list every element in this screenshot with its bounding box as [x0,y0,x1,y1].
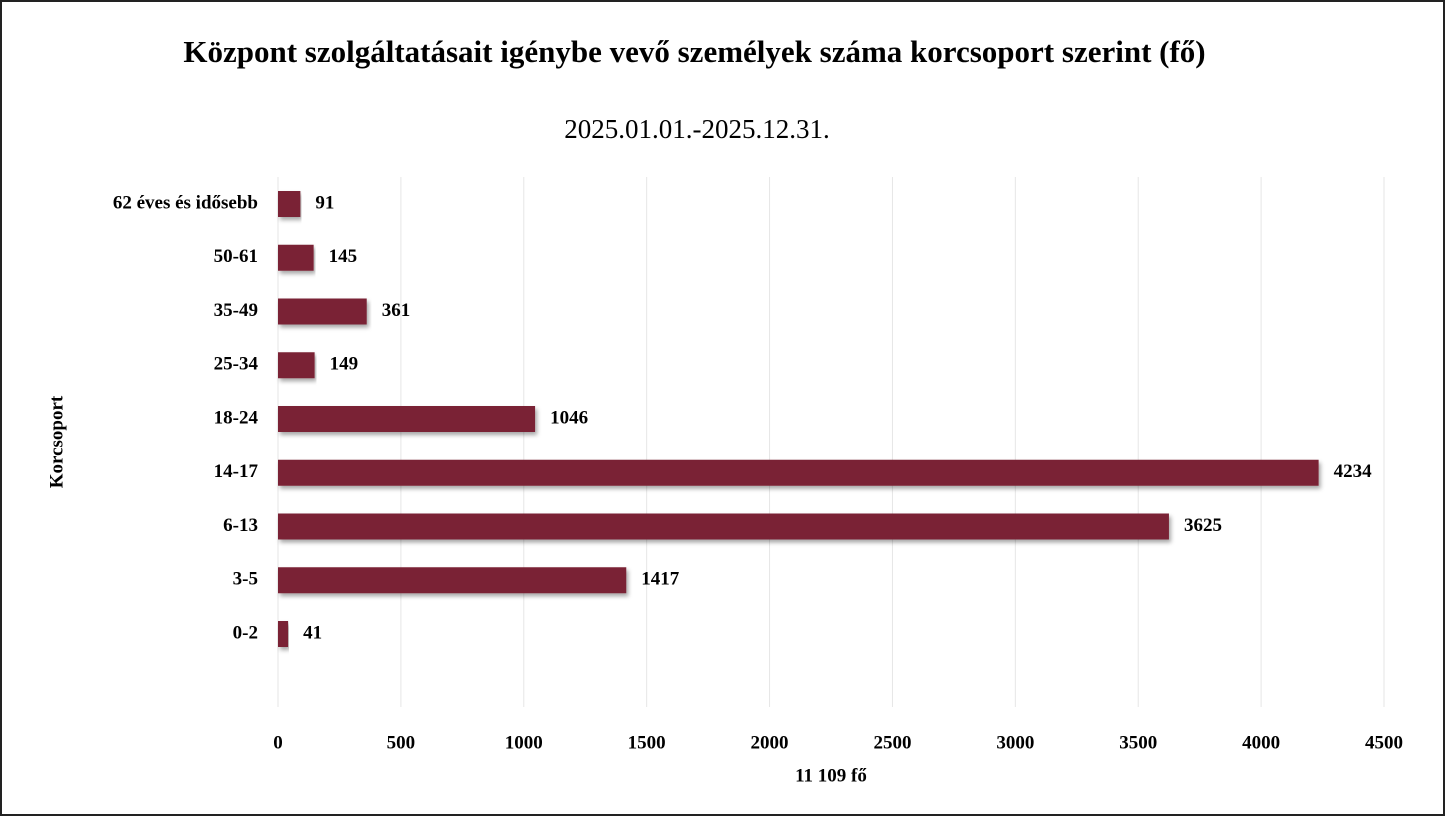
y-tick-label: 6-13 [223,515,258,536]
x-tick-label: 1500 [628,732,666,753]
bar [278,298,367,325]
y-tick-label: 14-17 [214,461,259,482]
data-label: 1417 [641,569,680,590]
bar [278,513,1169,540]
bar [278,244,314,271]
y-tick-label: 35-49 [214,300,258,321]
x-axis-label: 11 109 fő [795,765,867,786]
y-tick-label: 0-2 [233,622,258,643]
x-tick-label: 3000 [996,732,1034,753]
data-label: 91 [315,192,334,213]
y-tick-label: 18-24 [214,407,259,428]
chart-title: Központ szolgáltatásait igénybe vevő sze… [183,34,1206,69]
chart-subtitle: 2025.01.01.-2025.12.31. [564,114,830,144]
x-tick-label: 500 [387,732,416,753]
bar [278,459,1319,486]
y-tick-label: 50-61 [214,246,258,267]
bar [278,567,627,594]
y-axis-label: Korcsoport [46,395,67,488]
y-tick-label: 62 éves és idősebb [113,192,258,213]
x-tick-label: 3500 [1119,732,1157,753]
x-tick-label: 4500 [1365,732,1403,753]
data-label: 4234 [1334,461,1373,482]
x-tick-label: 0 [273,732,283,753]
bar [278,406,536,432]
bar [278,191,301,217]
data-label: 361 [382,300,411,321]
data-label: 149 [330,354,359,375]
data-label: 3625 [1184,515,1222,536]
x-tick-label: 2500 [873,732,911,753]
y-tick-label: 25-34 [214,354,259,375]
x-tick-label: 4000 [1242,732,1280,753]
bar [278,352,315,379]
x-tick-label: 2000 [751,732,789,753]
data-label: 145 [329,246,358,267]
data-label: 1046 [550,407,588,428]
bar [278,621,289,647]
data-label: 41 [303,622,322,643]
x-tick-label: 1000 [505,732,543,753]
y-tick-label: 3-5 [233,569,258,590]
